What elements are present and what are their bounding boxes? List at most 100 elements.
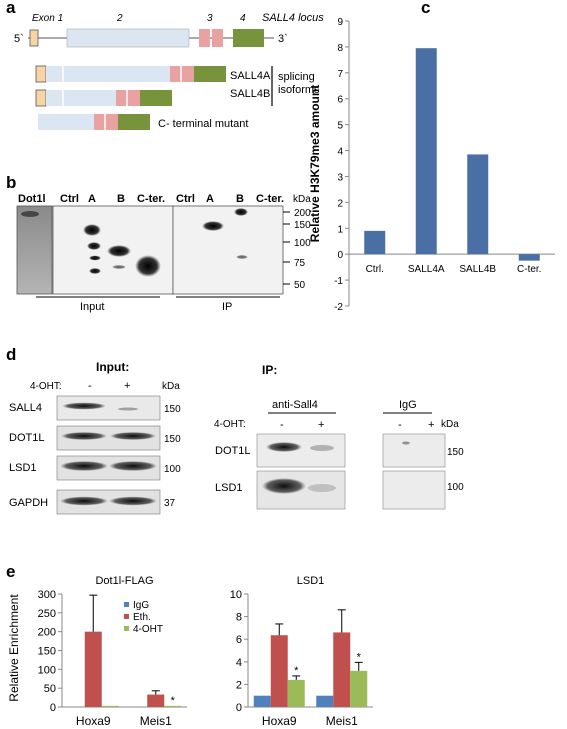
e-ytick-label: 200 [38,627,56,639]
lane-label-dot1l: Dot1l [18,193,46,205]
e-significance-star: * [171,695,176,707]
panel-letter-b: b [6,173,17,192]
mutant-exon3 [94,114,118,130]
ip-row-label-lsd1: LSD1 [215,482,243,494]
splicing-label-1: splicing [278,71,315,83]
legend-label-eth: Eth. [133,612,151,623]
e-bar [84,631,102,707]
c-ytick-label: -1 [334,276,343,287]
c-bar [364,230,386,255]
exon3-label: 3 [207,13,213,24]
e-bar [164,705,182,707]
e-bar [270,635,288,707]
ip-blot-igg-dot1l [382,433,446,468]
input-row-marker-gapdh: 37 [164,498,176,509]
isoform-a-exon1 [35,65,47,83]
blot-dot1l-lane [16,205,53,295]
ip-plus-1: + [318,419,324,431]
five-prime-label: 5` [14,33,24,45]
e-ytick-label: 2 [236,679,242,691]
e-bar [147,694,165,707]
c-ytick-label: 3 [337,172,343,183]
e-ytick-label: 4 [236,657,242,669]
blot-ip-membrane [172,205,284,295]
e-chart-title: LSD1 [297,575,325,587]
input-blot-sall4 [56,395,161,421]
c-ytick-label: 5 [337,121,343,132]
e-bar [287,679,305,707]
input-row-marker-lsd1: 100 [164,464,181,475]
e-ytick-label: 8 [236,612,242,624]
locus-label: SALL4 locus [262,12,324,24]
isoform-b-exon1 [35,89,47,107]
ip-blot-anti-dot1l [256,433,346,468]
ip-plus-2: + [428,419,434,431]
lane-label-input-cter: C-ter. [137,193,165,205]
mutant-exon4 [118,114,150,130]
locus-exon3a [199,29,210,47]
lane-label-ip-a: A [206,193,214,205]
input-minus: - [88,380,92,392]
panel-letter-c: c [421,0,431,17]
input-row-label-dot1l: DOT1L [9,432,44,444]
input-4oht-label: 4-OHT: [30,381,62,392]
lane-label-input-a: A [88,193,96,205]
ip-title: IP: [262,363,277,377]
legend-label-4oht: 4-OHT [133,624,163,635]
panel-letter-a: a [6,0,16,17]
splicing-label-2: isoforms [278,84,320,96]
ip-kda: kDa [441,419,459,430]
legend-swatch-igg [124,602,129,607]
c-xtick-label: Ctrl. [366,264,384,275]
blot-marker-100: 100 [294,238,311,249]
c-xtick-label: SALL4A [408,264,445,275]
e-ytick-label: 250 [38,608,56,620]
input-plus: + [124,380,130,392]
e-ytick-label: 100 [38,664,56,676]
lane-label-input-b: B [117,193,125,205]
locus-exon1 [29,29,39,47]
input-blot-gapdh [56,489,161,515]
blot-input-label: Input [80,301,104,313]
legend-swatch-eth [124,614,129,619]
input-row-marker-sall4: 150 [164,404,181,415]
e-chart-title: Dot1l-FLAG [95,575,153,587]
e-bar [253,695,271,707]
lane-label-ip-ctrl: Ctrl [176,193,195,205]
c-xtick-label: C-ter. [517,264,541,275]
isoform-a-exon4 [194,66,226,82]
blot-marker-75: 75 [294,258,306,269]
c-ytick-label: 1 [337,224,343,235]
e-ytick-label: 10 [230,589,242,601]
ip-blot-anti-lsd1 [256,470,346,510]
e-ylabel: Relative Enrichment [7,594,21,702]
lane-label-ip-cter: C-ter. [256,193,284,205]
e-bar [101,705,119,707]
input-blot-lsd1 [56,455,161,481]
c-ytick-label: 6 [337,95,343,106]
ip-igg-label: IgG [399,399,417,411]
mutant-exon2 [38,114,94,130]
ip-minus-1: - [280,419,284,431]
ip-anti-label: anti-Sall4 [272,399,318,411]
isoform-b-label: SALL4B [230,88,270,100]
isoform-a-exon2 [46,66,170,82]
exon1-label: Exon 1 [32,13,63,24]
isoform-a-label: SALL4A [230,70,271,82]
blot-marker-50: 50 [294,280,306,291]
c-bar [415,48,437,255]
c-bar [518,254,540,261]
exon2-label: 2 [116,13,123,24]
lane-label-input-ctrl: Ctrl [60,193,79,205]
e-bar [333,632,351,707]
ip-4oht-label: 4-OHT: [214,419,246,430]
input-blot-dot1l [56,425,161,451]
e-xtick-label: Hoxa9 [76,714,111,728]
c-bar [467,154,489,255]
blot-ip-label: IP [222,301,232,313]
c-ytick-label: 7 [337,69,343,80]
